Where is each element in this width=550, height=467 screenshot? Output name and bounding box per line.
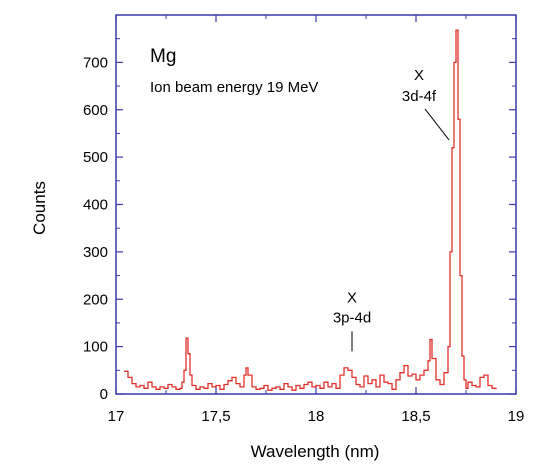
chart-subtitle: Ion beam energy 19 MeV	[150, 79, 318, 96]
x-tick-label: 19	[508, 408, 525, 425]
series-layer	[124, 29, 497, 391]
y-tick-label: 300	[83, 244, 108, 261]
tick-labels: 17 17,5 18 18,5 19 0 100 200 300 400 500 600 700	[83, 54, 524, 425]
y-axis-label: Counts	[30, 181, 49, 235]
spectrum-line	[124, 29, 497, 391]
annotation-marker: X	[414, 67, 424, 84]
x-tick-label: 18,5	[401, 408, 430, 425]
x-axis-label: Wavelength (nm)	[251, 442, 380, 461]
y-tick-label: 500	[83, 149, 108, 166]
annotation-marker: X	[347, 289, 357, 306]
x-tick-label: 18	[308, 408, 325, 425]
annotation-label: 3p-4d	[333, 309, 371, 326]
y-tick-label: 400	[83, 197, 108, 214]
annotations: X 3d-4f X 3p-4d	[333, 67, 450, 352]
plot-frame	[115, 14, 517, 395]
y-tick-label: 600	[83, 102, 108, 119]
y-tick-label: 200	[83, 291, 108, 308]
ticks	[115, 15, 517, 395]
axes-frame	[115, 14, 517, 395]
annotation-label: 3d-4f	[402, 88, 437, 105]
y-tick-label: 100	[83, 339, 108, 356]
y-tick-label: 0	[100, 386, 108, 403]
chart-title: Mg	[150, 46, 176, 67]
annotation-leader	[424, 108, 450, 141]
x-tick-label: 17,5	[201, 408, 230, 425]
y-tick-label: 700	[83, 54, 108, 71]
x-tick-label: 17	[108, 408, 125, 425]
